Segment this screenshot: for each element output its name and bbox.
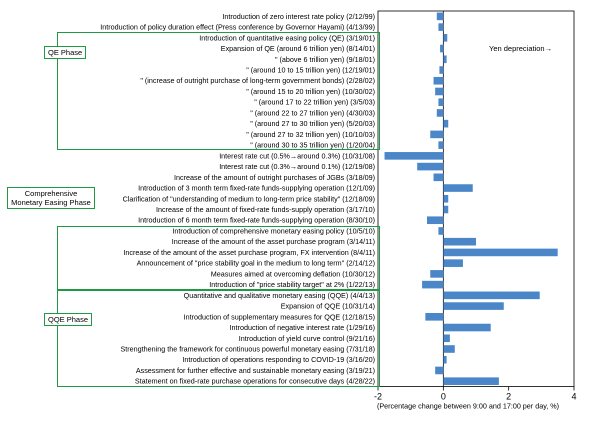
category-label-10: " (around 22 to 27 trillion yen) (4/30/0… bbox=[250, 108, 375, 117]
bar-18 bbox=[443, 194, 449, 203]
bar-21 bbox=[438, 227, 444, 235]
category-label-30: Introduction of negative interest rate (… bbox=[230, 323, 375, 332]
bar-33 bbox=[443, 355, 447, 364]
x-axis-label: (Percentage change between 9:00 and 17:0… bbox=[377, 402, 559, 411]
bar-29 bbox=[425, 313, 444, 321]
category-label-23: Increase of the amount of the asset purc… bbox=[123, 248, 375, 257]
bar-2 bbox=[438, 23, 444, 31]
bar-4 bbox=[440, 44, 444, 53]
category-label-19: Increase of the amount of fixed-rate fun… bbox=[156, 205, 375, 214]
phase-box-2 bbox=[57, 225, 380, 290]
bar-10 bbox=[436, 109, 444, 117]
bar-20 bbox=[427, 216, 444, 225]
category-label-16: Increase of the amount of outright purch… bbox=[174, 173, 375, 182]
bar-6 bbox=[439, 66, 444, 74]
bar-22 bbox=[443, 237, 476, 246]
category-label-35: Statement on fixed-rate purchase operati… bbox=[135, 377, 375, 386]
category-label-32: Strengthening the framework for continuo… bbox=[121, 344, 376, 353]
category-label-13: " (around 30 to 35 trillion yen) (1/20/0… bbox=[250, 141, 375, 150]
bar-25 bbox=[430, 270, 444, 278]
category-label-20: Introduction of 6 month term fixed-rate … bbox=[138, 216, 375, 225]
category-label-27: Quantitative and qualitative monetary ea… bbox=[184, 291, 375, 300]
category-label-6: " (around 10 to 15 trillion yen) (12/19/… bbox=[246, 66, 375, 75]
category-label-4: Expansion of QE (around 6 trillion yen) … bbox=[221, 44, 375, 53]
bar-27 bbox=[443, 291, 540, 300]
bar-11 bbox=[443, 119, 449, 128]
bar-16 bbox=[433, 173, 444, 182]
bar-8 bbox=[435, 87, 444, 96]
bar-9 bbox=[438, 98, 444, 107]
bar-23 bbox=[443, 248, 558, 257]
category-label-14: Interest rate cut (0.5%→around 0.3%) (10… bbox=[219, 151, 375, 160]
bar-35 bbox=[443, 377, 499, 385]
bar-7 bbox=[433, 76, 444, 85]
category-label-26: Introduction of "price stability target"… bbox=[209, 280, 375, 289]
bar-19 bbox=[443, 205, 449, 214]
x-tick-label-1: -2 bbox=[374, 392, 382, 402]
bar-13 bbox=[438, 141, 444, 149]
category-label-28: Expansion of QQE (10/31/14) bbox=[281, 302, 375, 311]
category-label-2: Introduction of policy duration effect (… bbox=[100, 23, 375, 32]
category-label-9: " (around 17 to 22 trillion yen) (3/5/03… bbox=[254, 98, 375, 107]
category-label-11: " (around 27 to 30 trillion yen) (5/20/0… bbox=[250, 119, 375, 128]
bar-31 bbox=[443, 334, 450, 343]
bar-24 bbox=[443, 259, 463, 267]
category-label-29: Introduction of supplementary measures f… bbox=[184, 312, 375, 321]
bar-12 bbox=[430, 130, 444, 139]
category-label-25: Measures aimed at overcoming deflation (… bbox=[211, 269, 375, 278]
category-label-31: Introduction of yield curve control (9/2… bbox=[239, 334, 375, 343]
phase-box-3 bbox=[57, 289, 380, 387]
bar-34 bbox=[435, 366, 444, 375]
category-label-18: Clarification of "understanding of mediu… bbox=[123, 194, 375, 203]
bar-32 bbox=[443, 345, 455, 353]
bar-5 bbox=[443, 55, 447, 64]
plot-frame bbox=[377, 10, 575, 387]
category-label-3: Introduction of quantitative easing poli… bbox=[199, 33, 375, 42]
category-label-33: Introduction of operations responding to… bbox=[182, 355, 375, 364]
category-label-7: " (increase of outright purchase of long… bbox=[140, 76, 375, 85]
phase-label-2: Comprehensive Monetary Easing Phase bbox=[7, 187, 95, 209]
x-tick-label-2: 0 bbox=[441, 392, 446, 402]
yen-depreciation-annotation: Yen depreciation→ bbox=[489, 44, 552, 53]
category-label-34: Assessment for further effective and sus… bbox=[136, 366, 375, 375]
bar-26 bbox=[422, 280, 444, 289]
category-label-12: " (around 27 to 32 trillion yen) (10/10/… bbox=[246, 130, 375, 139]
x-tick-label-3: 2 bbox=[506, 392, 511, 402]
phase-box-1 bbox=[57, 32, 380, 151]
category-label-8: " (around 15 to 20 trillion yen) (10/30/… bbox=[246, 87, 375, 96]
bar-3 bbox=[443, 34, 448, 42]
category-label-15: Interest rate cut (0.3%→around 0.1%) (12… bbox=[219, 162, 375, 171]
bar-28 bbox=[443, 302, 504, 310]
bar-1 bbox=[436, 12, 444, 21]
category-label-1: Introduction of zero interest rate polic… bbox=[222, 12, 375, 21]
bar-30 bbox=[443, 323, 491, 332]
category-label-22: Increase of the amount of the asset purc… bbox=[172, 237, 375, 246]
phase-label-3: QQE Phase bbox=[44, 313, 93, 326]
phase-label-1: QE Phase bbox=[44, 46, 87, 59]
bar-17 bbox=[443, 184, 473, 192]
category-label-21: Introduction of comprehensive monetary e… bbox=[172, 226, 375, 235]
bar-14 bbox=[384, 152, 444, 160]
category-label-17: Introduction of 3 month term fixed-rate … bbox=[138, 184, 375, 193]
category-label-5: " (above 6 trillion yen) (9/18/01) bbox=[275, 55, 375, 64]
bar-15 bbox=[417, 162, 444, 171]
x-tick-label-4: 4 bbox=[571, 392, 576, 402]
category-label-24: Announcement of "price stability goal in… bbox=[137, 259, 375, 268]
